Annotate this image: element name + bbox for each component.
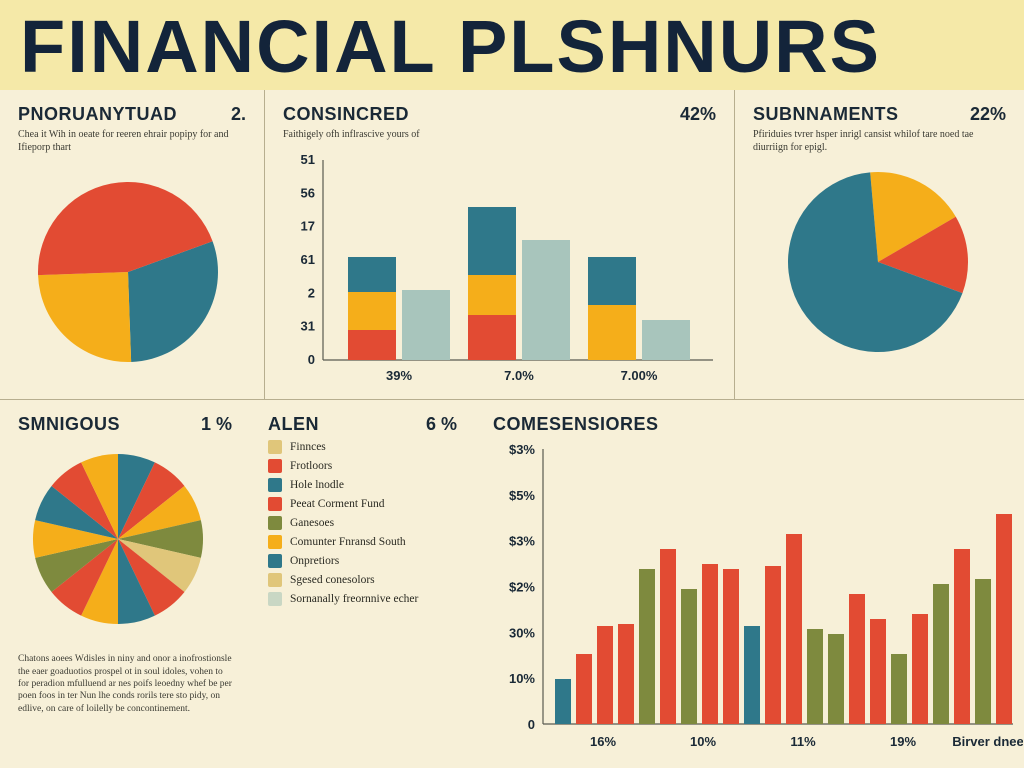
- panel1-value: 2.: [231, 104, 246, 125]
- svg-text:51: 51: [301, 152, 315, 167]
- panel3-pie-chart: [753, 162, 993, 362]
- svg-text:0: 0: [308, 352, 315, 367]
- legend-swatch: [268, 459, 282, 473]
- svg-text:31: 31: [301, 318, 315, 333]
- svg-text:10%: 10%: [690, 734, 716, 749]
- bottom-row: SMNIGOUS 1 % Chatons aoees Wdisles in ni…: [0, 400, 1024, 760]
- svg-text:11%: 11%: [790, 734, 816, 749]
- svg-text:7.00%: 7.00%: [621, 368, 658, 383]
- legend-item: Finnces: [268, 440, 457, 454]
- legend-swatch: [268, 478, 282, 492]
- legend-label: Frotloors: [290, 460, 332, 472]
- panel1-caption: Chea it Wih in oeate for reeren ehrair p…: [18, 129, 235, 154]
- svg-text:17: 17: [301, 218, 315, 233]
- panel2-value: 42%: [680, 104, 716, 125]
- panel6-title: COMESENSIORES: [493, 414, 659, 435]
- legend-item: Frotloors: [268, 459, 457, 473]
- legend-label: Comunter Fnransd South: [290, 536, 406, 548]
- panel-consincred: CONSINCRED 42% Faithigely ofh inflrasciv…: [265, 90, 735, 399]
- legend-item: Ganesoes: [268, 516, 457, 530]
- legend-label: Onpretiors: [290, 555, 339, 567]
- svg-text:30%: 30%: [509, 626, 535, 641]
- svg-text:19%: 19%: [890, 734, 916, 749]
- legend-item: Sornanally freornnive echer: [268, 592, 457, 606]
- svg-text:56: 56: [301, 185, 315, 200]
- panel2-title: CONSINCRED: [283, 104, 409, 125]
- page-title: FINANCIAL PLSHNURS: [20, 12, 1004, 82]
- svg-text:61: 61: [301, 252, 315, 267]
- panel3-value: 22%: [970, 104, 1006, 125]
- panel5-title: ALEN: [268, 414, 319, 435]
- svg-text:16%: 16%: [590, 734, 616, 749]
- legend-label: Finnces: [290, 441, 326, 453]
- panel2-caption: Faithigely ofh inflrascive yours of: [283, 129, 694, 142]
- legend-item: Onpretiors: [268, 554, 457, 568]
- legend-swatch: [268, 573, 282, 587]
- svg-text:$5%: $5%: [509, 488, 535, 503]
- title-banner: FINANCIAL PLSHNURS: [0, 0, 1024, 90]
- panel-alen: ALEN 6 % Finnces Frotloors Hole lnodle Peea…: [250, 400, 475, 760]
- svg-text:7.0%: 7.0%: [504, 368, 534, 383]
- legend-item: Hole lnodle: [268, 478, 457, 492]
- svg-text:2: 2: [308, 285, 315, 300]
- legend-label: Sornanally freornnive echer: [290, 593, 418, 605]
- svg-text:$2%: $2%: [509, 580, 535, 595]
- svg-text:39%: 39%: [386, 368, 412, 383]
- panel-subnnaments: SUBNNAMENTS 22% Pfiriduies tvrer hsper i…: [735, 90, 1024, 399]
- panel4-sunburst-chart: [18, 439, 228, 639]
- panel6-bar-chart: $3% $5% $3% $2% 30% 10% 0 16% 10% 11% 19% Birver dn…: [493, 439, 1023, 759]
- svg-text:0: 0: [528, 717, 535, 732]
- panel-pnoruanytuad: PNORUANYTUAD 2. Chea it Wih in oeate for…: [0, 90, 265, 399]
- panel4-title: SMNIGOUS: [18, 414, 120, 435]
- panel3-caption: Pfiriduies tvrer hsper inrigl cansist wh…: [753, 129, 993, 154]
- panel1-title: PNORUANYTUAD: [18, 104, 177, 125]
- legend-item: Sgesed conesolors: [268, 573, 457, 587]
- panel1-pie-chart: [18, 162, 238, 372]
- legend-swatch: [268, 592, 282, 606]
- legend-swatch: [268, 497, 282, 511]
- legend-label: Ganesoes: [290, 517, 334, 529]
- panel3-title: SUBNNAMENTS: [753, 104, 899, 125]
- svg-text:10%: 10%: [509, 671, 535, 686]
- svg-text:$3%: $3%: [509, 442, 535, 457]
- panel2-bar-chart: 51 56 17 61 2 31 0 39% 7.0% 7.00%: [283, 150, 723, 385]
- legend-item: Comunter Fnransd South: [268, 535, 457, 549]
- legend-item: Peeat Corment Fund: [268, 497, 457, 511]
- svg-text:$3%: $3%: [509, 534, 535, 549]
- panel4-value: 1 %: [201, 414, 232, 435]
- legend-swatch: [268, 516, 282, 530]
- panel-smnigous: SMNIGOUS 1 % Chatons aoees Wdisles in ni…: [0, 400, 250, 760]
- legend-swatch: [268, 535, 282, 549]
- legend-label: Hole lnodle: [290, 479, 344, 491]
- panel5-legend: Finnces Frotloors Hole lnodle Peeat Corment…: [268, 440, 457, 606]
- panel4-footnote: Chatons aoees Wdisles in niny and onor a…: [18, 653, 232, 715]
- svg-text:Birver dnee: Birver dnee: [952, 734, 1023, 749]
- legend-label: Sgesed conesolors: [290, 574, 375, 586]
- top-row: PNORUANYTUAD 2. Chea it Wih in oeate for…: [0, 90, 1024, 400]
- legend-label: Peeat Corment Fund: [290, 498, 385, 510]
- legend-swatch: [268, 554, 282, 568]
- panel5-value: 6 %: [426, 414, 457, 435]
- panel-comesensiores: COMESENSIORES $3% $5% $3% $2% 30% 10% 0 16% 10% 1…: [475, 400, 1024, 760]
- legend-swatch: [268, 440, 282, 454]
